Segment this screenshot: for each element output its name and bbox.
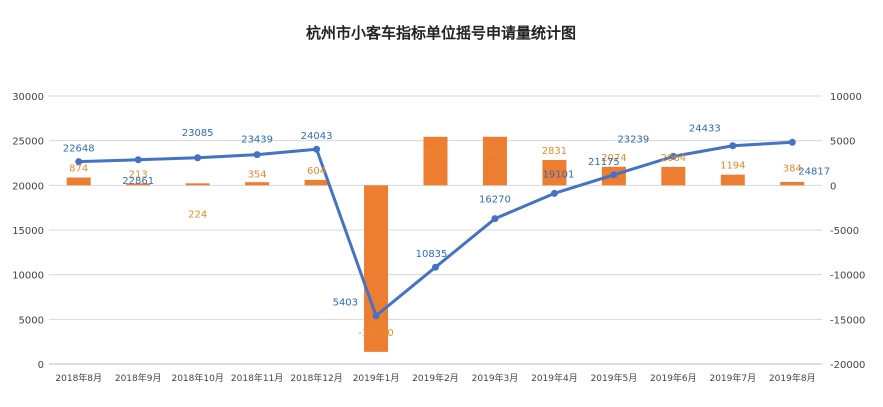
line-data-label: 22648: [63, 144, 95, 155]
bar-data-label: 874: [69, 164, 88, 175]
bar-data-label: 5432: [423, 147, 448, 158]
category-label: 2019年4月: [531, 372, 578, 384]
bar: [423, 136, 448, 186]
line-point: [194, 154, 202, 162]
bar: [364, 185, 389, 352]
category-label: 2019年8月: [769, 372, 816, 384]
line-data-label: 23239: [617, 134, 649, 145]
bar: [482, 136, 507, 186]
bar-data-label: 213: [129, 169, 148, 180]
left-axis: 0 5000 10000 15000 20000 25000 30000: [12, 92, 44, 371]
line-data-label: 21175: [588, 157, 620, 168]
left-tick-label: 25000: [12, 137, 44, 148]
bar-data-label: 2064: [661, 153, 686, 164]
line-point: [491, 215, 499, 223]
bar: [185, 183, 210, 186]
right-tick-label: -15000: [830, 315, 865, 326]
category-label: 2018年9月: [115, 372, 162, 384]
category-label: 2018年8月: [55, 372, 102, 384]
bar-series: [66, 136, 805, 352]
line-data-label: 23439: [241, 135, 273, 146]
line-data-label: 19101: [543, 169, 575, 180]
line-data-label: 5403: [333, 298, 358, 309]
right-tick-label: 0: [830, 181, 836, 192]
line-point: [550, 189, 558, 197]
right-tick-label: -5000: [830, 226, 859, 237]
chart-title: 杭州市小客车指标单位摇号申请量统计图: [306, 24, 576, 42]
left-tick-label: 5000: [19, 315, 44, 326]
line-data-label: 16270: [479, 195, 511, 206]
line-point: [788, 138, 796, 146]
line-point: [669, 152, 677, 160]
bar: [245, 182, 270, 186]
bar: [126, 183, 151, 186]
bar: [720, 174, 745, 186]
category-label: 2018年10月: [171, 372, 223, 384]
line-data-label: 22861: [122, 176, 154, 187]
bar-data-label: 384: [783, 163, 802, 174]
bar-data-label: 2074: [601, 153, 626, 164]
line-series: [75, 138, 796, 320]
line-data-label: 24043: [301, 131, 333, 142]
line-point: [610, 171, 618, 179]
bar-data-label: 2831: [542, 146, 567, 157]
line-data-label: 24433: [689, 124, 721, 135]
bar-data-label: 604: [307, 166, 326, 177]
bar: [66, 177, 91, 186]
right-tick-label: -10000: [830, 271, 865, 282]
category-label: 2019年5月: [591, 372, 638, 384]
line-point: [729, 142, 737, 150]
bar-data-labels: 874 213 224 354 604 -18640 5432 5435 2831 2074 206…: [69, 146, 802, 339]
left-tick-label: 30000: [12, 92, 44, 103]
bar-data-label: 5435: [482, 147, 507, 158]
left-tick-label: 20000: [12, 181, 44, 192]
bar-data-label: 1194: [720, 161, 745, 172]
bar: [780, 181, 805, 186]
category-label: 2019年2月: [412, 372, 459, 384]
line-data-label: 23085: [182, 128, 214, 139]
category-label: 2019年1月: [353, 372, 400, 384]
line-point: [75, 158, 83, 166]
bar: [304, 179, 329, 186]
category-label: 2019年3月: [472, 372, 519, 384]
right-tick-label: 5000: [830, 137, 855, 148]
left-tick-label: 15000: [12, 226, 44, 237]
line-data-labels: 22648 22861 23085 23439 24043 5403 10835 16270 1…: [63, 124, 830, 309]
right-tick-label: -20000: [830, 360, 865, 371]
line-point: [313, 145, 321, 153]
line-data-label: 10835: [416, 249, 448, 260]
category-label: 2018年12月: [290, 372, 342, 384]
left-tick-label: 0: [38, 360, 44, 371]
category-label: 2019年7月: [709, 372, 756, 384]
line-point: [432, 263, 439, 271]
right-tick-label: 10000: [830, 92, 862, 103]
bar: [542, 160, 567, 186]
bar: [661, 166, 686, 186]
bar-data-label: -18640: [358, 328, 393, 339]
line-data-label: 24817: [798, 166, 830, 177]
category-label: 2019年6月: [650, 372, 697, 384]
bar-data-label: 354: [248, 169, 267, 180]
right-axis: -20000 -15000 -10000 -5000 0 5000 10000: [830, 92, 865, 371]
left-tick-label: 10000: [12, 271, 44, 282]
line-point: [372, 312, 380, 320]
x-axis: 2018年8月 2018年9月 2018年10月 2018年11月 2018年12月 20…: [49, 363, 822, 384]
line-point: [134, 156, 142, 164]
line-point: [253, 151, 261, 159]
bar-data-label: 224: [188, 209, 207, 220]
gridlines: [49, 95, 822, 365]
category-label: 2018年11月: [231, 372, 283, 384]
